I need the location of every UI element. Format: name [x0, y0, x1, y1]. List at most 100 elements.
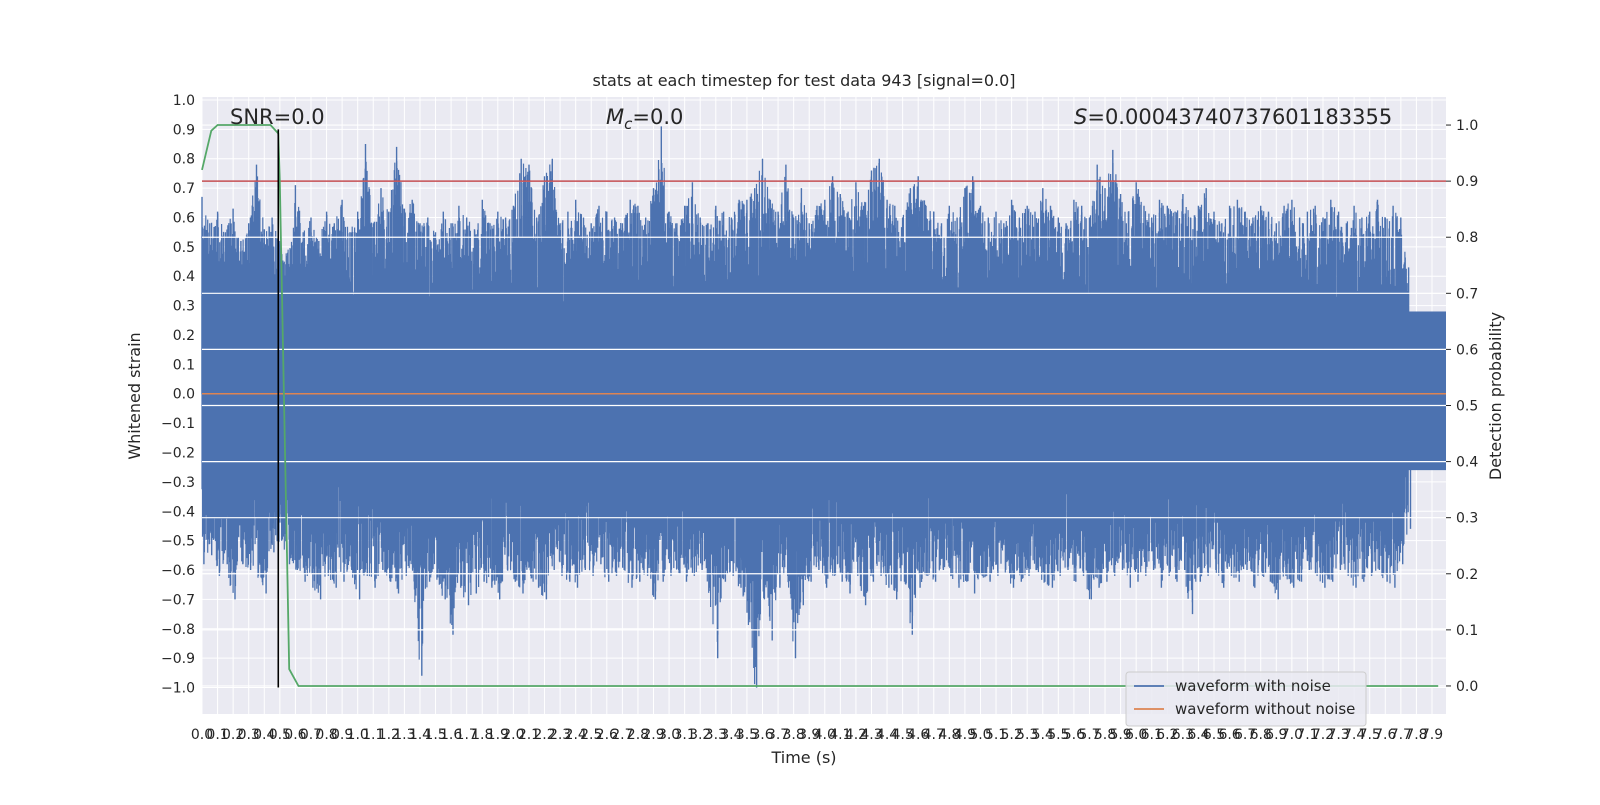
x-tick-label: 7.9	[1421, 727, 1443, 743]
y-tick-label: 0.8	[173, 152, 195, 168]
x-tick-label: 4.2	[845, 727, 867, 743]
x-tick-label: 4.7	[923, 727, 945, 743]
x-tick-label: 2.3	[549, 727, 571, 743]
score-value: =0.0004374073760118335​5	[1087, 105, 1392, 129]
x-tick-label: 1.7	[456, 727, 478, 743]
x-tick-label: 3.9	[798, 727, 820, 743]
chart-title: stats at each timestep for test data 943…	[592, 71, 1015, 90]
x-tick-label: 5.9	[1109, 727, 1131, 743]
y2-tick-label: 0.4	[1456, 455, 1478, 471]
y-tick-label: 0.9	[173, 122, 195, 138]
y-tick-label: 0.7	[173, 181, 195, 197]
x-tick-label: 2.0	[502, 727, 524, 743]
x-tick-label: 4.8	[938, 727, 960, 743]
x-tick-label: 1.6	[440, 727, 462, 743]
x-tick-label: 2.2	[533, 727, 555, 743]
x-tick-label: 2.7	[611, 727, 633, 743]
x-tick-label: 4.4	[876, 727, 898, 743]
x-tick-label: 6.6	[1218, 727, 1240, 743]
x-tick-label: 2.5	[580, 727, 602, 743]
x-tick-label: 4.9	[954, 727, 976, 743]
x-tick-label: 3.0	[658, 727, 680, 743]
y-axis-label: Whitened strain	[125, 332, 144, 459]
x-axis-label: Time (s)	[770, 748, 836, 767]
x-tick-label: 5.1	[985, 727, 1007, 743]
y-tick-label: 0.2	[173, 328, 195, 344]
x-tick-label: 5.3	[1016, 727, 1038, 743]
y-tick-label: −0.1	[161, 416, 195, 432]
legend: waveform with noise waveform without noi…	[1125, 671, 1367, 727]
x-tick-label: 0.6	[284, 727, 306, 743]
x-tick-label: 4.3	[860, 727, 882, 743]
y2-tick-label: 0.6	[1456, 342, 1478, 358]
y-tick-label: −0.7	[161, 592, 195, 608]
x-tick-label: 7.0	[1281, 727, 1303, 743]
x-tick-label: 6.7	[1234, 727, 1256, 743]
y-tick-label: −0.4	[161, 504, 195, 520]
x-tick-label: 5.4	[1032, 727, 1054, 743]
detection-probability-line	[201, 124, 1439, 687]
x-tick-label: 3.5	[736, 727, 758, 743]
y2-tick-label: 0.2	[1456, 567, 1478, 583]
x-tick-label: 4.6	[907, 727, 929, 743]
x-tick-label: 4.5	[891, 727, 913, 743]
y2-tick-label: 0.9	[1456, 174, 1478, 190]
y2-axis-label: Detection probability	[1486, 312, 1505, 480]
x-tick-label: 7.4	[1343, 727, 1365, 743]
x-tick-label: 6.9	[1265, 727, 1287, 743]
y-tick-labels: 1.0 0.9 0.8 0.7 0.6 0.5 0.4 0.3 0.2 0.1 0.0 −0.1 −0.…	[161, 93, 195, 697]
waveform-noise-spikes	[201, 126, 1412, 688]
x-tick-label: 1.9	[487, 727, 509, 743]
y2-tick-label: 0.7	[1456, 286, 1478, 302]
y-tick-label: −0.9	[161, 651, 195, 667]
y-tick-label: −0.2	[161, 446, 195, 462]
x-tick-label: 0.8	[315, 727, 337, 743]
x-tick-label: 5.2	[1000, 727, 1022, 743]
x-tick-label: 2.8	[627, 727, 649, 743]
snr-annotation: SNR=0.0	[230, 105, 325, 129]
x-tick-label: 4.0	[814, 727, 836, 743]
x-tick-label: 5.8	[1094, 727, 1116, 743]
x-tick-label: 0.5	[269, 727, 291, 743]
chirp-mass-annotation: Mc=0.0	[606, 105, 683, 133]
y-tick-label: −0.8	[161, 622, 195, 638]
x-tick-label: 7.6	[1374, 727, 1396, 743]
y2-tick-label: 0.0	[1456, 679, 1478, 695]
x-tick-label: 3.8	[783, 727, 805, 743]
x-tick-label: 7.5	[1359, 727, 1381, 743]
x-tick-label: 2.1	[518, 727, 540, 743]
legend-box	[1125, 671, 1367, 727]
x-tick-label: 1.4	[409, 727, 431, 743]
x-tick-label: 7.7	[1390, 727, 1412, 743]
x-tick-label: 7.1	[1296, 727, 1318, 743]
x-tick-label: 7.3	[1327, 727, 1349, 743]
y-tick-label: −1.0	[161, 681, 195, 697]
x-tick-label: 6.3	[1172, 727, 1194, 743]
y2-tick-labels: 1.0 0.9 0.8 0.7 0.6 0.5 0.4 0.3 0.2 0.1 0.0	[1456, 118, 1478, 695]
x-tick-label: 5.6	[1063, 727, 1085, 743]
y-tick-label: 0.3	[173, 299, 195, 315]
x-tick-label: 0.9	[331, 727, 353, 743]
y-tick-label: −0.3	[161, 475, 195, 491]
y-tick-label: 0.5	[173, 240, 195, 256]
x-tick-label: 1.0	[347, 727, 369, 743]
x-tick-label: 7.8	[1405, 727, 1427, 743]
legend-label-noise: waveform with noise	[1175, 677, 1331, 695]
x-tick-label: 4.1	[829, 727, 851, 743]
x-tick-label: 6.2	[1156, 727, 1178, 743]
x-tick-label: 6.8	[1250, 727, 1272, 743]
y-tick-label: −0.6	[161, 563, 195, 579]
x-tick-label: 3.3	[705, 727, 727, 743]
x-tick-label: 7.2	[1312, 727, 1334, 743]
x-tick-label: 3.6	[751, 727, 773, 743]
x-tick-label: 5.5	[1047, 727, 1069, 743]
y-tick-label: 0.6	[173, 210, 195, 226]
x-tick-label: 0.4	[253, 727, 275, 743]
x-tick-label: 1.1	[362, 727, 384, 743]
x-tick-label: 3.7	[767, 727, 789, 743]
x-tick-label: 1.2	[378, 727, 400, 743]
chirp-mass-value: =0.0	[632, 105, 683, 129]
x-tick-label: 6.5	[1203, 727, 1225, 743]
